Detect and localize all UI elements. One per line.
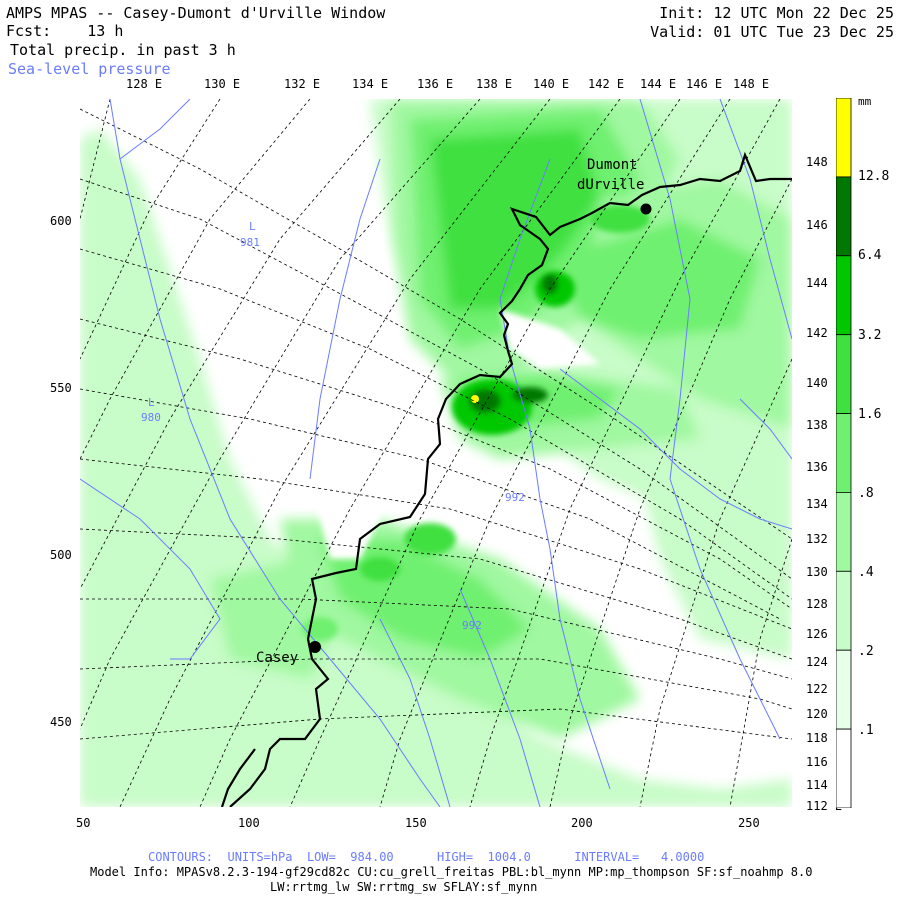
coastline — [220, 151, 792, 807]
top-tick: 142 E — [588, 77, 625, 91]
low-letter: L — [148, 396, 155, 409]
precipitation-map — [80, 99, 792, 807]
top-tick: 136 E — [417, 77, 454, 91]
low-value: 980 — [141, 411, 161, 424]
init-time: Init: 12 UTC Mon 22 Dec 25 — [659, 4, 894, 22]
model-info-2: LW:rrtmg_lw SW:rrtmg_sw SFLAY:sf_mynn — [270, 880, 538, 894]
top-tick: 134 E — [352, 77, 389, 91]
colorbar-unit: mm — [858, 95, 872, 108]
colorbar-segment — [836, 649, 852, 730]
field-name: Total precip. in past 3 h — [10, 41, 236, 59]
overlay-name: Sea-level pressure — [8, 60, 171, 78]
top-tick: 140 E — [533, 77, 570, 91]
colorbar-segment — [836, 334, 852, 414]
dumont-label-line2: dUrville — [577, 177, 645, 193]
left-tick: 450 — [50, 715, 72, 729]
top-tick: 138 E — [476, 77, 513, 91]
fcst-value: 13 h — [87, 22, 124, 40]
low-value: 981 — [240, 236, 260, 249]
colorbar-level: .2 — [858, 644, 874, 659]
left-tick: 500 — [50, 548, 72, 562]
top-tick: 132 E — [284, 77, 321, 91]
top-tick: 146 E — [686, 77, 723, 91]
latlon-grid — [80, 99, 792, 807]
colorbar-segment — [836, 728, 852, 808]
bottom-tick: 100 — [238, 816, 260, 830]
colorbar-level: 12.8 — [858, 169, 890, 184]
bottom-tick: 150 — [405, 816, 427, 830]
colorbar-segment — [836, 491, 852, 572]
low-letter: L — [249, 220, 256, 233]
valid-time: Valid: 01 UTC Tue 23 Dec 25 — [650, 23, 894, 41]
colorbar-level: 1.6 — [858, 407, 882, 422]
dumont-durville-marker — [640, 203, 652, 215]
colorbar-level: .1 — [858, 723, 874, 738]
dumont-label-line1: Dumont — [587, 157, 638, 173]
colorbar-level: .4 — [858, 565, 874, 580]
colorbar-segment — [836, 413, 852, 493]
casey-label: Casey — [256, 650, 299, 666]
left-tick: 600 — [50, 214, 72, 228]
isobars — [80, 99, 792, 807]
top-tick: 130 E — [204, 77, 241, 91]
colorbar — [836, 98, 852, 808]
isobar-label: 992 — [462, 619, 482, 632]
colorbar-level: 3.2 — [858, 328, 882, 343]
colorbar-level: .8 — [858, 486, 874, 501]
colorbar-level: 6.4 — [858, 248, 882, 263]
bottom-tick: 200 — [571, 816, 593, 830]
isobar-label: 992 — [505, 491, 525, 504]
model-info: Model Info: MPASv8.2.3-194-gf29cd82c CU:… — [90, 865, 813, 879]
left-tick: 550 — [50, 381, 72, 395]
bottom-tick: 50 — [76, 816, 91, 830]
casey-marker — [309, 641, 321, 653]
colorbar-segment — [836, 176, 852, 257]
top-tick: 128 E — [126, 77, 163, 91]
map-title: AMPS MPAS -- Casey-Dumont d'Urville Wind… — [6, 4, 386, 22]
bottom-tick: 250 — [738, 816, 760, 830]
top-tick: 148 E — [733, 77, 770, 91]
colorbar-segment — [836, 255, 852, 336]
forecast-hour: Fcst: 13 h — [6, 23, 123, 40]
contours-info: CONTOURS: UNITS=hPa LOW= 984.00 HIGH= 10… — [148, 850, 705, 864]
colorbar-segment — [836, 570, 852, 651]
fcst-label: Fcst: — [6, 22, 52, 40]
colorbar-segment — [836, 98, 852, 178]
top-tick: 144 E — [640, 77, 677, 91]
